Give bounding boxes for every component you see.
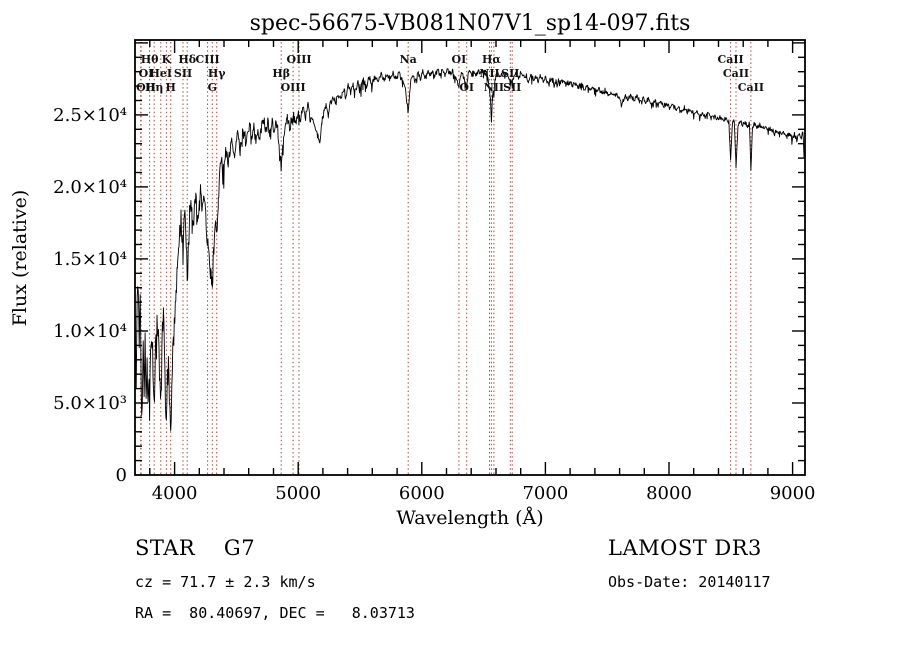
spectral-line-label: SII	[503, 81, 521, 94]
spectral-line-label: Hδ	[178, 53, 196, 66]
y-tick-label: 5.0×10³	[53, 393, 127, 414]
plot-frame	[134, 39, 806, 476]
spectral-line-label: Hθ	[141, 53, 159, 66]
spectral-line-label: NII	[484, 81, 504, 94]
cz-velocity-text: cz = 71.7 ± 2.3 km/s	[135, 573, 316, 591]
chart-title: spec-56675-VB081N07V1_sp14-097.fits	[250, 11, 691, 36]
y-tick-label: 0	[116, 465, 127, 486]
y-axis-label: Flux (relative)	[9, 190, 31, 327]
spectral-line-label: Na	[400, 53, 417, 66]
spectral-line-label: OI	[459, 81, 474, 94]
spectral-line-label: CaII	[723, 67, 749, 80]
spectral-line-label: Hγ	[208, 67, 226, 80]
spectral-line-label: OIII	[286, 53, 311, 66]
spectral-line-label: CaII	[738, 81, 764, 94]
spectral-line-label: CaII	[718, 53, 744, 66]
spectral-line-label: SII	[501, 67, 519, 80]
obs-date-text: Obs-Date: 20140117	[608, 573, 771, 591]
chart-generated-content: 4000 5000 6000 7000 8000 9000 0 5.0×10³ 1.0×10⁴ 1…	[53, 39, 816, 504]
y-tick-label: 1.5×10⁴	[53, 249, 127, 270]
x-tick-label: 4000	[152, 483, 198, 504]
spectral-line-label: H	[165, 81, 175, 94]
spectral-line-label: SII	[174, 67, 192, 80]
y-tick-label: 2.0×10⁴	[53, 177, 127, 198]
y-tick-label: 2.5×10⁴	[53, 105, 127, 126]
spectral-line-label: OII	[136, 81, 156, 94]
spectral-line-label: CIII	[195, 53, 219, 66]
spectral-line-label: OI	[452, 53, 467, 66]
x-axis-label: Wavelength (Å)	[396, 507, 543, 529]
x-tick-label: 7000	[522, 483, 568, 504]
survey-release-text: LAMOST DR3	[608, 536, 762, 560]
spectral-line-label: NII	[479, 67, 499, 80]
spectral-line-label: OIII	[281, 81, 306, 94]
spectral-line-label: G	[208, 81, 217, 94]
spectral-line-label: HeI	[150, 67, 173, 80]
ra-dec-text: RA = 80.40697, DEC = 8.03713	[135, 604, 415, 622]
spectral-line-label: OI	[139, 67, 154, 80]
spectral-line-label: Hα	[482, 53, 501, 66]
spectral-line-label: Hη	[145, 81, 163, 94]
spectrum-trace	[134, 68, 806, 432]
x-tick-label: 9000	[770, 483, 816, 504]
spectral-line-label: K	[162, 53, 172, 66]
x-tick-label: 6000	[399, 483, 445, 504]
object-class-text: STAR G7	[135, 536, 256, 560]
x-tick-label: 5000	[275, 483, 321, 504]
y-tick-label: 1.0×10⁴	[53, 321, 127, 342]
spectral-line-label: Hβ	[272, 67, 290, 80]
x-tick-label: 8000	[646, 483, 692, 504]
